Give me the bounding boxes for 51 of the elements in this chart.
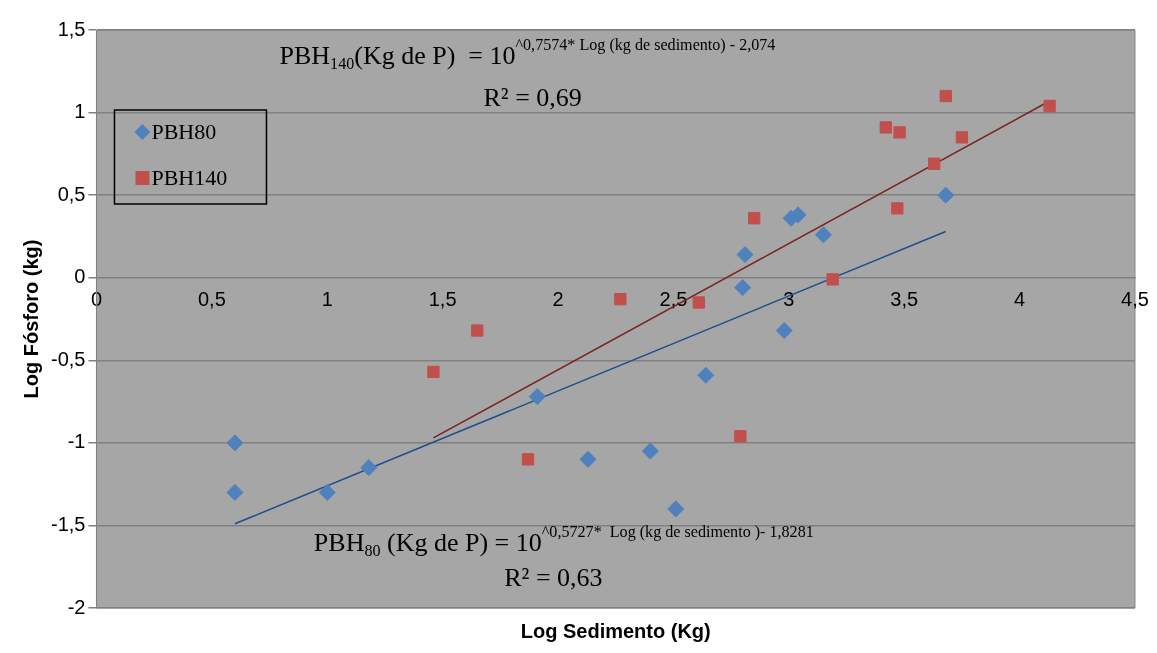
x-tick-label: 1 xyxy=(321,288,333,311)
x-tick-label: 2 xyxy=(552,288,564,311)
annotation: R² = 0,69 xyxy=(483,83,582,113)
y-tick-label: -1,5 xyxy=(50,512,86,535)
annotation: R² = 0,63 xyxy=(504,562,603,592)
y-tick-label: -1 xyxy=(67,430,86,453)
x-tick-label: 0,5 xyxy=(197,288,226,311)
point xyxy=(939,89,952,103)
point xyxy=(360,459,378,477)
point xyxy=(734,430,747,443)
point xyxy=(226,483,244,501)
point xyxy=(879,121,892,134)
point xyxy=(614,293,627,306)
x-axis-title: Log Sedimento (Kg) xyxy=(520,619,711,642)
point xyxy=(893,126,906,139)
y-tick-label: 0,5 xyxy=(57,182,86,205)
point xyxy=(891,202,904,215)
y-axis-title: Log Fósforo (kg) xyxy=(19,239,42,399)
point xyxy=(641,442,659,460)
legend-label: PBH140 xyxy=(151,164,228,190)
x-tick-label: 4 xyxy=(1014,288,1026,311)
legend-label: PBH80 xyxy=(151,118,217,144)
x-tick-label: 3,5 xyxy=(890,288,919,311)
point xyxy=(937,186,955,204)
x-tick-label: 1,5 xyxy=(428,288,457,311)
point xyxy=(427,365,440,378)
point xyxy=(748,212,761,225)
y-tick-label: -0,5 xyxy=(50,347,86,370)
point xyxy=(775,322,793,340)
point xyxy=(692,296,705,309)
point xyxy=(1043,99,1056,113)
point xyxy=(826,273,839,286)
point xyxy=(521,453,535,466)
point xyxy=(579,450,597,468)
point xyxy=(528,388,546,406)
point xyxy=(736,246,754,264)
y-tick-label: -2 xyxy=(67,595,86,618)
point xyxy=(928,157,941,170)
y-tick-label: 1 xyxy=(74,100,86,123)
point xyxy=(697,366,715,384)
y-tick-label: 0 xyxy=(74,265,86,288)
x-tick-label: 2,5 xyxy=(659,288,688,311)
point xyxy=(318,483,336,501)
point xyxy=(955,131,969,144)
point xyxy=(471,324,484,337)
point xyxy=(734,279,752,297)
y-tick-label: 1,5 xyxy=(57,17,86,40)
point xyxy=(814,226,832,244)
x-tick-label: 4,5 xyxy=(1121,288,1149,311)
point xyxy=(667,500,685,518)
point xyxy=(226,434,244,452)
